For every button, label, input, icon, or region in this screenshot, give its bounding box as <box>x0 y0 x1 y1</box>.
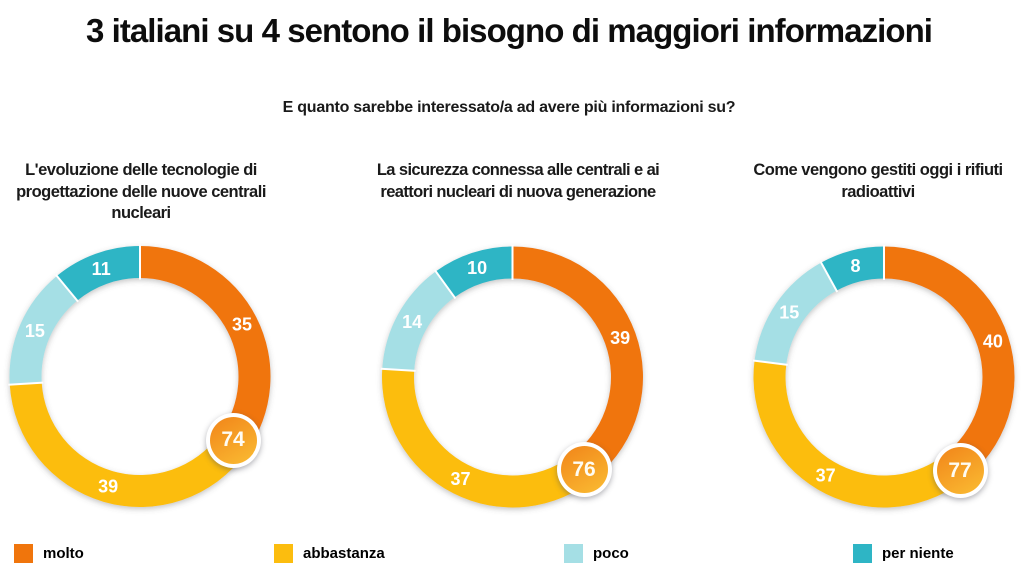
svg-text:14: 14 <box>402 312 422 332</box>
svg-text:37: 37 <box>816 466 836 486</box>
svg-text:39: 39 <box>610 328 630 348</box>
svg-text:8: 8 <box>850 256 860 276</box>
svg-text:40: 40 <box>983 332 1003 352</box>
svg-text:37: 37 <box>450 469 470 489</box>
svg-text:11: 11 <box>92 259 111 279</box>
svg-text:39: 39 <box>98 477 118 497</box>
svg-text:15: 15 <box>779 303 799 323</box>
svg-text:10: 10 <box>467 258 487 278</box>
svg-text:35: 35 <box>232 315 252 335</box>
svg-text:15: 15 <box>25 321 45 341</box>
